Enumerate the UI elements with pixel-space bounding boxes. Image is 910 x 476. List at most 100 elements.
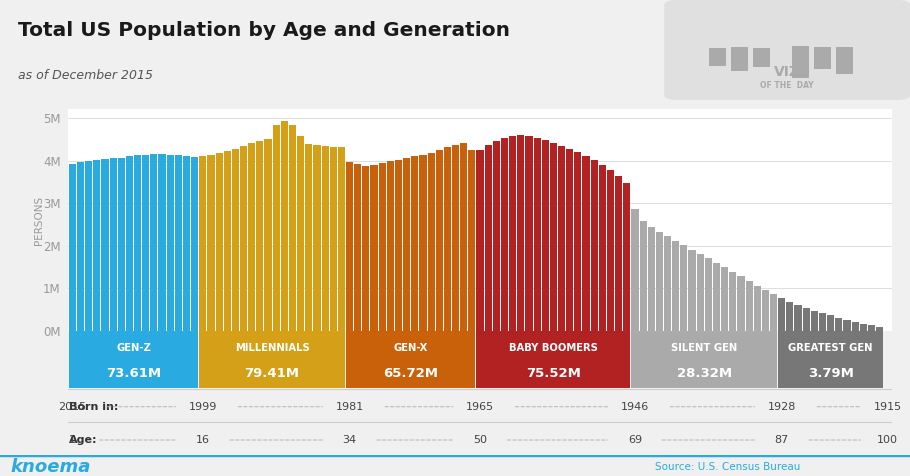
- Text: Born in:: Born in:: [68, 402, 118, 412]
- Bar: [313, 145, 320, 331]
- Bar: [167, 155, 174, 331]
- Bar: [362, 166, 369, 331]
- Text: 1915: 1915: [874, 402, 902, 412]
- Bar: [305, 144, 312, 331]
- Bar: [574, 152, 581, 331]
- Bar: [281, 121, 288, 331]
- Text: 1999: 1999: [188, 402, 217, 412]
- Bar: [623, 183, 631, 331]
- Text: VIZ: VIZ: [774, 65, 800, 79]
- Y-axis label: PERSONS: PERSONS: [34, 196, 44, 245]
- Bar: [794, 305, 802, 331]
- Bar: [240, 146, 248, 331]
- Bar: [248, 143, 256, 331]
- Bar: [745, 281, 753, 331]
- Bar: [681, 245, 687, 331]
- Bar: [460, 143, 468, 331]
- Bar: [183, 156, 190, 331]
- Bar: [224, 151, 231, 331]
- Bar: [288, 125, 296, 331]
- Text: MILLENNIALS: MILLENNIALS: [235, 343, 309, 353]
- Bar: [696, 254, 703, 331]
- Text: 87: 87: [774, 435, 789, 445]
- Bar: [721, 267, 728, 331]
- Bar: [533, 138, 541, 331]
- Bar: [101, 159, 108, 331]
- Bar: [93, 160, 100, 331]
- Bar: [354, 164, 361, 331]
- Bar: [265, 139, 271, 331]
- Bar: [370, 165, 378, 331]
- Bar: [827, 316, 834, 331]
- Bar: [709, 48, 725, 66]
- Bar: [713, 263, 720, 331]
- Bar: [868, 326, 875, 331]
- Bar: [420, 155, 427, 331]
- Bar: [175, 155, 182, 331]
- Bar: [541, 140, 549, 331]
- Bar: [346, 331, 475, 388]
- Text: Age:: Age:: [68, 435, 97, 445]
- Text: 100: 100: [877, 435, 898, 445]
- Bar: [550, 143, 557, 331]
- Bar: [477, 331, 631, 388]
- Bar: [632, 331, 777, 388]
- Bar: [297, 136, 304, 331]
- Bar: [753, 286, 761, 331]
- Bar: [485, 145, 491, 331]
- Text: knoema: knoema: [11, 458, 91, 476]
- Bar: [403, 158, 410, 331]
- Bar: [444, 148, 451, 331]
- FancyBboxPatch shape: [664, 0, 910, 100]
- Text: 1965: 1965: [466, 402, 494, 412]
- Bar: [664, 236, 672, 331]
- Bar: [142, 155, 149, 331]
- Text: 69: 69: [628, 435, 642, 445]
- Bar: [321, 146, 329, 331]
- Bar: [126, 156, 133, 331]
- Bar: [778, 331, 884, 388]
- Bar: [395, 160, 402, 331]
- Bar: [656, 232, 663, 331]
- Bar: [762, 290, 769, 331]
- Bar: [509, 136, 516, 331]
- Bar: [558, 146, 565, 331]
- Bar: [792, 46, 809, 78]
- Text: OF THE  DAY: OF THE DAY: [761, 81, 814, 90]
- Bar: [648, 227, 655, 331]
- Text: 1946: 1946: [621, 402, 649, 412]
- Bar: [836, 47, 854, 74]
- Bar: [844, 320, 851, 331]
- Text: BABY BOOMERS: BABY BOOMERS: [509, 343, 598, 353]
- Bar: [85, 161, 92, 331]
- Bar: [860, 324, 867, 331]
- Bar: [199, 331, 345, 388]
- Bar: [632, 208, 639, 331]
- Bar: [150, 154, 157, 331]
- Bar: [803, 308, 810, 331]
- Bar: [492, 141, 500, 331]
- Bar: [525, 136, 532, 331]
- Bar: [428, 153, 435, 331]
- Text: GREATEST GEN: GREATEST GEN: [788, 343, 873, 353]
- Bar: [216, 153, 223, 331]
- Bar: [640, 221, 647, 331]
- Bar: [814, 47, 832, 69]
- Bar: [69, 331, 198, 388]
- Bar: [346, 162, 353, 331]
- Text: 73.61M: 73.61M: [106, 367, 161, 380]
- Bar: [109, 159, 116, 331]
- Bar: [607, 170, 614, 331]
- Text: Source: U.S. Census Bureau: Source: U.S. Census Bureau: [655, 462, 801, 473]
- Bar: [729, 272, 736, 331]
- Bar: [778, 298, 785, 331]
- Bar: [591, 160, 598, 331]
- Bar: [731, 47, 748, 71]
- Bar: [599, 165, 606, 331]
- Bar: [329, 147, 337, 331]
- Bar: [76, 162, 84, 331]
- Text: GEN-Z: GEN-Z: [116, 343, 151, 353]
- Bar: [689, 250, 695, 331]
- Text: SILENT GEN: SILENT GEN: [672, 343, 737, 353]
- Bar: [566, 149, 573, 331]
